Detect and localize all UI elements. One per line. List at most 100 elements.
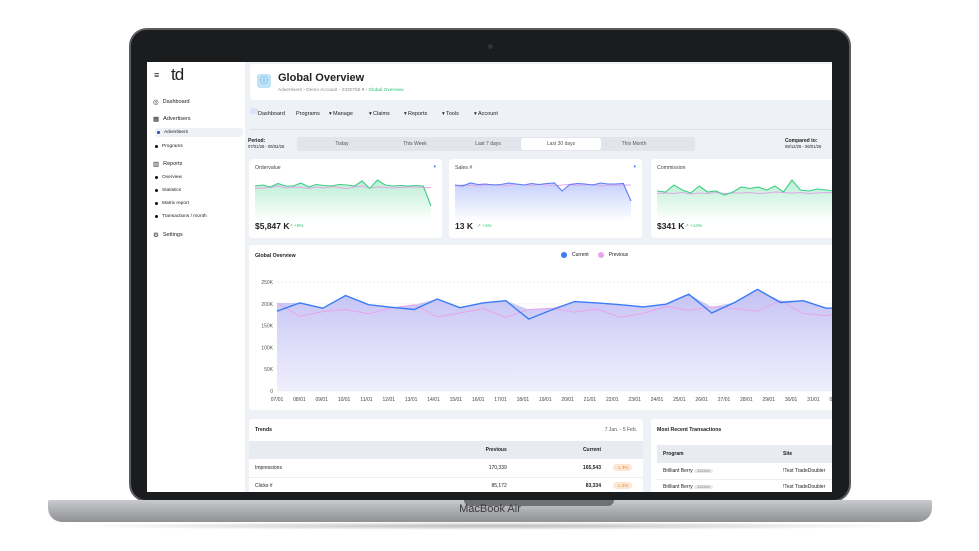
bullet-icon	[155, 215, 158, 218]
sidebar-item-advertisers[interactable]: ▦ Advertisers	[153, 115, 191, 123]
kpi-value: 13 K	[455, 221, 473, 231]
sparkline-previous	[656, 191, 832, 195]
kpi-sparkline	[656, 179, 832, 221]
sparkline-current	[656, 179, 832, 196]
sidebar-item-transactions-month[interactable]: Transactions / month	[155, 214, 207, 219]
sidebar-item-matrix-report[interactable]: Matrix report	[155, 201, 189, 206]
x-tick-label: 27/01	[718, 397, 731, 403]
y-tick-label: 0	[270, 389, 273, 395]
legend-swatch-previous	[597, 252, 604, 258]
transactions-card: Most Recent Transactions Program Site Bri…	[651, 419, 832, 492]
tab-manage[interactable]: Manage ▾	[325, 108, 353, 120]
global-overview-card: Global Overview Current Previous 0 50K 100…	[249, 245, 832, 410]
notch	[464, 500, 614, 506]
kpi-change-value: +1%	[482, 223, 492, 228]
sidebar-item-statistics[interactable]: Statistics	[155, 188, 181, 193]
sidebar-item-overview[interactable]: Overview	[155, 175, 182, 180]
table-row: Clicks # 85,172 83,334 ↘ 2%	[249, 477, 643, 492]
tab-claims[interactable]: Claims ▾	[365, 108, 390, 120]
sidebar-item-dashboard[interactable]: ◎ Dashboard	[153, 98, 190, 106]
dropdown-icon[interactable]: ▾	[433, 164, 436, 170]
tab-tools[interactable]: Tools ▾	[438, 108, 459, 120]
table-row[interactable]: Brilliant Berry 332834 !Test TradeDoubler	[657, 479, 832, 492]
sidebar-item-label: Reports	[163, 161, 183, 167]
period-option[interactable]: Today	[335, 141, 349, 147]
kpi-change-value: +14%	[690, 223, 703, 228]
gear-icon: ⚙	[153, 232, 159, 239]
compared-label: Compared to:	[785, 138, 818, 144]
site-name: !Test TradeDoubler	[783, 484, 826, 490]
sidebar-item-label: Advertisers	[164, 130, 188, 135]
transactions-table: Program Site Brilliant Berry 332834 !Test …	[657, 445, 832, 492]
dashboard-icon: ◎	[153, 99, 159, 106]
sidebar-item-reports[interactable]: ▥ Reports	[153, 160, 182, 168]
period-option[interactable]: This Week	[403, 141, 427, 147]
dropdown-icon[interactable]: ▾	[633, 164, 636, 170]
sidebar-item-label: Dashboard	[162, 99, 190, 105]
x-tick-label: 01/02	[830, 397, 832, 403]
menu-icon[interactable]: ≡	[154, 70, 160, 80]
current-value: 165,543	[582, 464, 601, 471]
kpi-label: Commission	[657, 165, 686, 171]
sidebar-item-advertisers[interactable]: Advertisers	[155, 128, 243, 137]
legend-current[interactable]: Current	[572, 252, 589, 258]
current-value: 83,334	[585, 483, 601, 489]
trends-card: Trends 7 Jan. - 5 Feb. Previous Current I…	[249, 419, 643, 492]
x-tick-label: 17/01	[494, 397, 507, 403]
period-option[interactable]: Last 7 days	[475, 141, 501, 147]
chart-title: Global Overview	[255, 253, 296, 259]
info-icon: ⓘ	[257, 74, 271, 88]
sidebar-item-label: Programs	[162, 144, 183, 149]
tab-label: Claims	[373, 111, 390, 117]
col-program: Program	[663, 451, 684, 457]
tab-label: Dashboard	[258, 111, 285, 117]
trend-up-icon: ↗	[289, 223, 293, 228]
x-tick-label: 16/01	[472, 397, 485, 403]
compared-range: 08/12/25 - 06/01/26	[785, 144, 822, 149]
tab-programs[interactable]: Programs	[288, 108, 320, 117]
sidebar-item-label: Advertisers	[163, 116, 191, 122]
tab-label: Manage	[333, 111, 353, 117]
top-nav: Dashboard Programs Manage ▾ Claims ▾ Reports…	[250, 108, 832, 122]
x-tick-label: 20/01	[561, 397, 574, 403]
sparkline-current	[254, 179, 432, 207]
period-option[interactable]: This Month	[621, 141, 647, 147]
x-tick-label: 13/01	[405, 397, 418, 403]
y-tick-label: 250K	[261, 280, 273, 286]
kpi-value: $341 K	[657, 221, 685, 231]
sidebar-item-programs[interactable]: Programs	[155, 144, 183, 149]
x-tick-label: 11/01	[360, 397, 372, 403]
breadcrumb-item[interactable]: Advertisers	[278, 88, 302, 93]
camera	[488, 44, 493, 49]
sidebar-item-label: Statistics	[162, 188, 182, 193]
sidebar: ≡ td ◎ Dashboard ▦ Advertisers Advertisers Pr…	[147, 62, 245, 492]
table-row[interactable]: Brilliant Berry 332834 !Test TradeDoubler	[657, 463, 832, 479]
bullet-icon	[155, 202, 158, 205]
x-tick-label: 25/01	[673, 397, 686, 403]
tab-reports[interactable]: Reports ▾	[400, 108, 427, 120]
bar-chart-icon: ▥	[153, 161, 160, 168]
overview-chart: 0 50K 100K 150K 200K 250K 07/01 08/01 09/01 10/01…	[261, 280, 832, 403]
sparkline-area	[657, 180, 832, 221]
program-id-tag: 332834	[694, 485, 713, 489]
trends-range: 7 Jan. - 5 Feb.	[604, 427, 637, 433]
change-badge: ↘ 2%	[613, 482, 633, 489]
x-tick-label: 15/01	[450, 397, 463, 403]
x-tick-label: 07/01	[271, 397, 284, 403]
trend-up-icon: ↗	[477, 223, 481, 228]
x-tick-label: 09/01	[315, 397, 328, 403]
breadcrumb-item[interactable]: Demo Account - 2330755	[306, 88, 361, 93]
grid-icon: ▦	[153, 116, 160, 123]
tab-dashboard[interactable]: Dashboard	[250, 108, 285, 117]
period-option[interactable]: Last 30 days	[521, 138, 601, 150]
x-tick-label: 14/01	[427, 397, 440, 403]
sidebar-item-settings[interactable]: ⚙ Settings	[153, 231, 183, 239]
legend-previous[interactable]: Previous	[608, 252, 629, 258]
tab-account[interactable]: Account ▾	[470, 108, 498, 120]
kpi-card: Ordervalue ▾ $5,847 K ↗ +5%	[249, 159, 442, 238]
series-line-previous	[276, 300, 832, 318]
x-tick-label: 23/01	[628, 397, 641, 403]
x-tick-label: 10/01	[338, 397, 351, 403]
x-tick-label: 29/01	[762, 397, 775, 403]
x-tick-label: 30/01	[785, 397, 798, 403]
